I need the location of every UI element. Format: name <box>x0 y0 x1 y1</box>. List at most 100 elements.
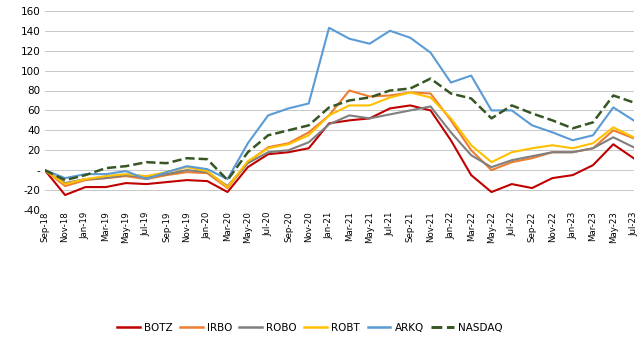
ROBO <box>264 150 272 155</box>
ROBT <box>569 146 577 151</box>
BOTZ <box>41 168 49 172</box>
ROBO <box>528 154 536 159</box>
ARKQ <box>346 37 353 41</box>
ARKQ <box>122 169 130 173</box>
ARKQ <box>204 167 211 171</box>
ROBT <box>244 159 252 163</box>
ROBT <box>285 142 292 147</box>
NASDAQ <box>61 178 69 182</box>
BOTZ <box>61 193 69 197</box>
ROBT <box>143 174 150 178</box>
ARKQ <box>81 172 89 176</box>
NASDAQ <box>630 100 637 105</box>
ROBT <box>589 141 597 146</box>
BOTZ <box>183 178 191 182</box>
ROBO <box>386 112 394 117</box>
IRBO <box>163 173 170 177</box>
ROBT <box>427 95 435 100</box>
Line: ROBT: ROBT <box>45 93 634 187</box>
BOTZ <box>122 181 130 185</box>
IRBO <box>406 90 414 95</box>
ROBT <box>61 182 69 186</box>
ROBT <box>122 172 130 176</box>
IRBO <box>386 93 394 98</box>
Line: ARKQ: ARKQ <box>45 28 634 179</box>
NASDAQ <box>528 111 536 115</box>
ARKQ <box>285 106 292 111</box>
ARKQ <box>548 130 556 135</box>
NASDAQ <box>589 120 597 125</box>
ROBT <box>528 146 536 151</box>
ARKQ <box>609 105 617 110</box>
IRBO <box>305 130 312 135</box>
IRBO <box>548 150 556 155</box>
IRBO <box>143 177 150 181</box>
NASDAQ <box>41 168 49 172</box>
IRBO <box>467 148 475 152</box>
IRBO <box>41 168 49 172</box>
NASDAQ <box>447 91 454 96</box>
BOTZ <box>305 146 312 151</box>
BOTZ <box>467 173 475 177</box>
ROBT <box>366 103 374 108</box>
ARKQ <box>406 35 414 40</box>
IRBO <box>630 136 637 140</box>
NASDAQ <box>244 150 252 155</box>
ARKQ <box>386 29 394 33</box>
ROBO <box>488 165 495 169</box>
BOTZ <box>406 103 414 108</box>
ROBT <box>488 160 495 164</box>
ROBO <box>285 148 292 152</box>
BOTZ <box>204 179 211 183</box>
NASDAQ <box>427 76 435 81</box>
IRBO <box>488 168 495 172</box>
ARKQ <box>569 138 577 143</box>
ARKQ <box>589 133 597 138</box>
ROBT <box>467 143 475 147</box>
Legend: BOTZ, IRBO, ROBO, ROBT, ARKQ, NASDAQ: BOTZ, IRBO, ROBO, ROBT, ARKQ, NASDAQ <box>113 319 507 337</box>
ROBO <box>61 181 69 185</box>
IRBO <box>508 160 516 164</box>
ROBO <box>589 146 597 151</box>
ROBT <box>325 113 333 118</box>
ROBT <box>41 168 49 172</box>
Line: IRBO: IRBO <box>45 90 634 188</box>
IRBO <box>81 178 89 182</box>
Line: BOTZ: BOTZ <box>45 105 634 195</box>
NASDAQ <box>264 133 272 138</box>
NASDAQ <box>183 156 191 160</box>
ROBT <box>204 169 211 173</box>
ROBO <box>427 104 435 109</box>
BOTZ <box>163 180 170 184</box>
BOTZ <box>548 176 556 180</box>
ROBO <box>224 184 232 188</box>
ARKQ <box>488 108 495 113</box>
NASDAQ <box>548 118 556 123</box>
NASDAQ <box>81 173 89 177</box>
IRBO <box>528 156 536 160</box>
ARKQ <box>102 172 109 176</box>
ROBT <box>305 133 312 138</box>
ARKQ <box>366 42 374 46</box>
ARKQ <box>305 101 312 106</box>
NASDAQ <box>366 95 374 100</box>
BOTZ <box>447 138 454 143</box>
NASDAQ <box>163 161 170 165</box>
ARKQ <box>427 51 435 55</box>
ROBO <box>163 172 170 176</box>
NASDAQ <box>508 103 516 108</box>
ROBO <box>467 153 475 157</box>
ROBT <box>548 143 556 147</box>
ROBO <box>204 170 211 174</box>
ARKQ <box>447 80 454 85</box>
ROBO <box>630 145 637 150</box>
ROBT <box>508 150 516 155</box>
ARKQ <box>528 123 536 127</box>
ROBT <box>406 90 414 95</box>
IRBO <box>589 146 597 151</box>
BOTZ <box>427 108 435 113</box>
ARKQ <box>630 118 637 123</box>
IRBO <box>102 176 109 180</box>
IRBO <box>122 174 130 178</box>
ARKQ <box>508 108 516 113</box>
